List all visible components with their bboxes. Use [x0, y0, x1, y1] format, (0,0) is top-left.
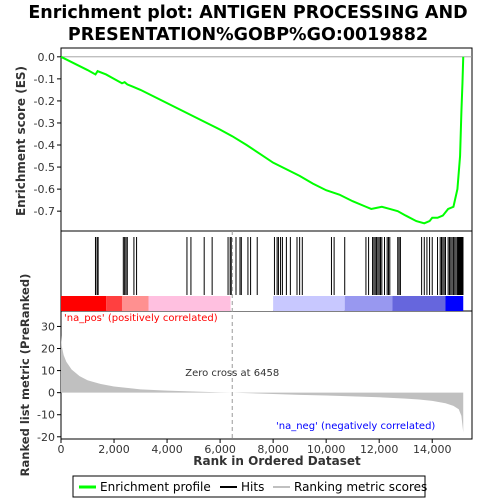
positive-correlation-label: 'na_pos' (positively correlated): [64, 313, 218, 324]
legend-metric-label: Ranking metric scores: [294, 480, 427, 494]
heatmap-segment: [392, 296, 445, 311]
metric-y-tick-label: -20: [37, 431, 55, 444]
x-tick-label: 2,000: [98, 443, 130, 456]
hit-markers: [95, 237, 463, 295]
metric-y-tick-label: 10: [41, 365, 55, 378]
legend-enrichment-label: Enrichment profile: [100, 480, 211, 494]
enrichment-profile-line: [61, 57, 463, 223]
es-panel-frame: [61, 48, 472, 231]
es-y-tick-label: -0.3: [34, 117, 55, 130]
chart-title-line-2: PRESENTATION%GOBP%GO:0019882: [68, 25, 428, 45]
negative-correlation-label: 'na_neg' (negatively correlated): [276, 421, 435, 432]
x-axis-label: Rank in Ordered Dataset: [193, 454, 361, 468]
heatmap-segment: [273, 296, 345, 311]
heatmap-segment: [106, 296, 122, 311]
x-tick-label: 4,000: [151, 443, 183, 456]
legend-hits-label: Hits: [241, 480, 264, 494]
metric-y-tick-label: -10: [37, 409, 55, 422]
es-y-tick-label: -0.6: [34, 183, 55, 196]
es-y-tick-label: -0.2: [34, 95, 55, 108]
ranking-heatmap-bar: [61, 296, 463, 311]
metric-y-tick-label: 30: [41, 320, 55, 333]
es-y-tick-label: -0.5: [34, 161, 55, 174]
zero-cross-label: Zero cross at 6458: [185, 368, 279, 379]
metric-y-axis: 30 20 10 0 -10 -20: [37, 320, 61, 443]
es-y-tick-label: -0.7: [34, 205, 55, 218]
x-tick-label: 12,000: [360, 443, 399, 456]
metric-y-tick-label: 0: [48, 387, 55, 400]
metric-y-tick-label: 20: [41, 343, 55, 356]
es-y-axis-label: Enrichment score (ES): [14, 66, 28, 216]
x-tick-label: 0: [58, 443, 65, 456]
heatmap-segment: [122, 296, 149, 311]
chart-title-line-1: Enrichment plot: ANTIGEN PROCESSING AND: [28, 3, 467, 23]
legend: Enrichment profile Hits Ranking metric s…: [73, 476, 427, 497]
es-y-tick-label: -0.1: [34, 73, 55, 86]
es-y-tick-label: -0.4: [34, 139, 55, 152]
es-y-axis: 0.0 -0.1 -0.2 -0.3 -0.4 -0.5 -0.6 -0.7: [34, 51, 61, 218]
es-y-tick-label: 0.0: [38, 51, 56, 64]
metric-y-axis-label: Ranked list metric (PreRanked): [18, 274, 32, 477]
heatmap-segment: [445, 296, 463, 311]
ranking-metric-area: [61, 335, 463, 432]
heatmap-segment: [149, 296, 231, 311]
heatmap-segment: [231, 296, 273, 311]
heatmap-segment: [61, 296, 106, 311]
x-tick-label: 14,000: [413, 443, 452, 456]
heatmap-segment: [345, 296, 393, 311]
